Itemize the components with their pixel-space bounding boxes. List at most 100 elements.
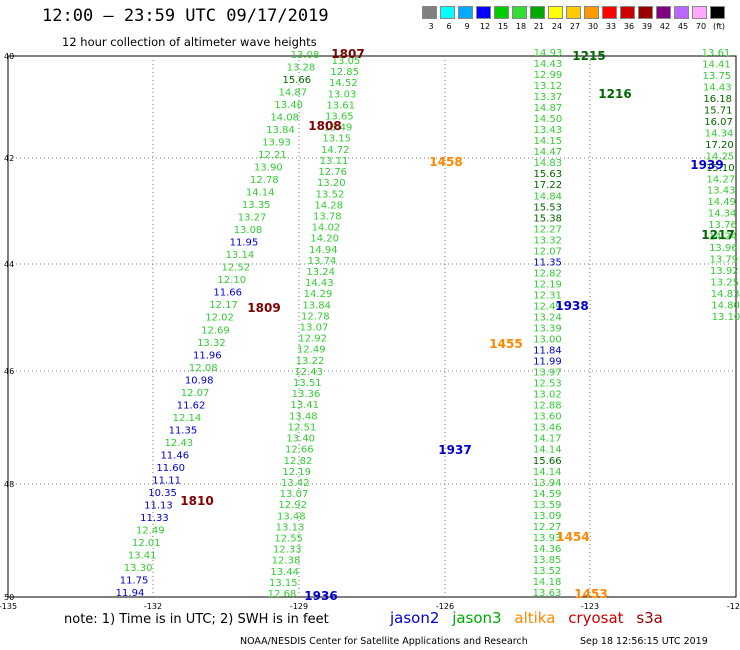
track-d-value: 14.83 [711, 289, 740, 300]
track-a-value: 10.35 [148, 488, 177, 499]
track-a-value: 11.62 [177, 400, 206, 411]
track-b-value: 13.42 [281, 478, 310, 489]
track-a-value: 15.66 [283, 75, 312, 86]
track-a-value: 11.46 [160, 450, 189, 461]
colorbar-swatch [710, 6, 725, 19]
track-c-value: 12.07 [533, 246, 562, 257]
colorbar-label: 9 [464, 22, 470, 31]
track-b-value: 13.48 [289, 411, 318, 422]
track-a-value: 14.14 [246, 188, 275, 199]
track-b-value: 13.07 [280, 489, 309, 500]
map-title: 12:00 – 23:59 UTC 09/17/2019 [42, 6, 329, 26]
track-c-value: 13.59 [533, 500, 562, 511]
track-c-value: 13.32 [533, 235, 562, 246]
track-d-value: 14.34 [708, 209, 737, 220]
track-a-value: 11.95 [230, 238, 259, 249]
lat-tick-label: 44 [4, 260, 14, 269]
track-d-value: 13.43 [707, 186, 736, 197]
pass-time-label: 1938 [555, 299, 588, 313]
track-b-value: 13.41 [290, 400, 319, 411]
track-b-value: 14.29 [304, 289, 333, 300]
track-d-value: 14.25 [706, 151, 735, 162]
track-a-value: 12.08 [189, 363, 218, 374]
lon-tick-label: -120 [727, 602, 740, 611]
track-b-value: 14.52 [329, 78, 358, 89]
track-a-value: 11.35 [169, 425, 198, 436]
colorbar-label: 12 [479, 22, 491, 31]
legend-s3a: s3a [636, 609, 663, 627]
track-b-value: 12.76 [318, 167, 347, 178]
track-c-value: 14.18 [533, 577, 562, 588]
satellite-legend: jason2 jason3 altika cryosat s3a [390, 609, 671, 627]
track-c-value: 12.88 [533, 401, 562, 412]
lon-tick-label: -135 [0, 602, 17, 611]
track-b-value: 12.33 [273, 545, 302, 556]
footer-credit: NOAA/NESDIS Center for Satellite Applica… [240, 636, 528, 647]
plot-frame [7, 55, 737, 598]
track-a-value: 12.52 [221, 263, 250, 274]
track-b-value: 13.44 [270, 567, 299, 578]
track-b-value: 14.02 [312, 223, 341, 234]
track-b-value: 12.49 [297, 345, 326, 356]
track-a-value: 13.35 [242, 200, 271, 211]
track-c-value: 11.84 [533, 346, 562, 357]
pass-time-label: 1936 [304, 589, 337, 603]
footer-timestamp: Sep 18 12:56:15 UTC 2019 [580, 636, 708, 647]
track-b-value: 13.74 [308, 256, 337, 267]
track-a-value: 11.60 [156, 463, 185, 474]
track-b-value: 14.72 [321, 145, 350, 156]
track-b-value: 13.07 [300, 323, 329, 334]
colorbar-label: 21 [533, 22, 545, 31]
colorbar-swatch [440, 6, 455, 19]
colorbar-label: (ft) [712, 22, 726, 31]
track-a-value: 11.75 [120, 575, 149, 586]
pass-time-label: 1810 [180, 494, 213, 508]
track-b-value: 13.36 [292, 389, 321, 400]
lat-tick-label: 42 [4, 154, 14, 163]
track-b-value: 13.61 [326, 100, 355, 111]
track-a-value: 13.14 [226, 250, 255, 261]
pass-time-label: 1937 [438, 443, 471, 457]
track-c-value: 11.35 [533, 257, 562, 268]
note-text: note: 1) Time is in UTC; 2) SWH is in fe… [64, 612, 329, 627]
track-b-value: 13.15 [322, 134, 351, 145]
track-c-value: 13.02 [533, 390, 562, 401]
colorbar-swatch [620, 6, 635, 19]
track-d-value: 13.61 [702, 48, 731, 59]
colorbar-swatch [494, 6, 509, 19]
track-c-value: 15.66 [533, 456, 562, 467]
track-c-value: 13.39 [533, 324, 562, 335]
colorbar-label: 39 [641, 22, 653, 31]
track-b-value: 13.20 [317, 178, 346, 189]
track-a-value: 14.08 [270, 113, 299, 124]
lat-tick-label: 40 [4, 52, 14, 61]
colorbar-label: 30 [587, 22, 599, 31]
track-b-value: 13.52 [316, 189, 345, 200]
colorbar-label: 36 [623, 22, 635, 31]
track-d-value: 14.34 [705, 128, 734, 139]
track-d-value: 14.41 [702, 59, 731, 70]
track-b-value: 12.82 [284, 456, 313, 467]
track-b-value: 13.65 [325, 112, 354, 123]
track-d-value: 13.76 [708, 220, 737, 231]
track-b-value: 13.51 [293, 378, 322, 389]
pass-time-label: 1453 [574, 587, 607, 601]
track-a-value: 13.93 [262, 138, 291, 149]
pass-time-label: 1215 [572, 49, 605, 63]
track-c-value: 13.94 [533, 478, 562, 489]
lat-tick-label: 48 [4, 480, 14, 489]
track-a-value: 13.08 [234, 225, 263, 236]
track-a-value: 14.87 [278, 88, 307, 99]
track-a-value: 12.02 [205, 313, 234, 324]
track-a-value: 13.90 [254, 163, 283, 174]
colorbar-label: 45 [677, 22, 689, 31]
track-b-value: 12.43 [294, 367, 323, 378]
track-a-value: 12.21 [258, 150, 287, 161]
track-b-value: 12.85 [330, 67, 359, 78]
track-c-value: 14.15 [534, 136, 563, 147]
track-b-value: 12.92 [278, 500, 307, 511]
track-c-value: 13.09 [533, 511, 562, 522]
colorbar-label: 18 [515, 22, 527, 31]
track-a-value: 10.98 [185, 375, 214, 386]
track-a-value: 11.13 [144, 500, 173, 511]
